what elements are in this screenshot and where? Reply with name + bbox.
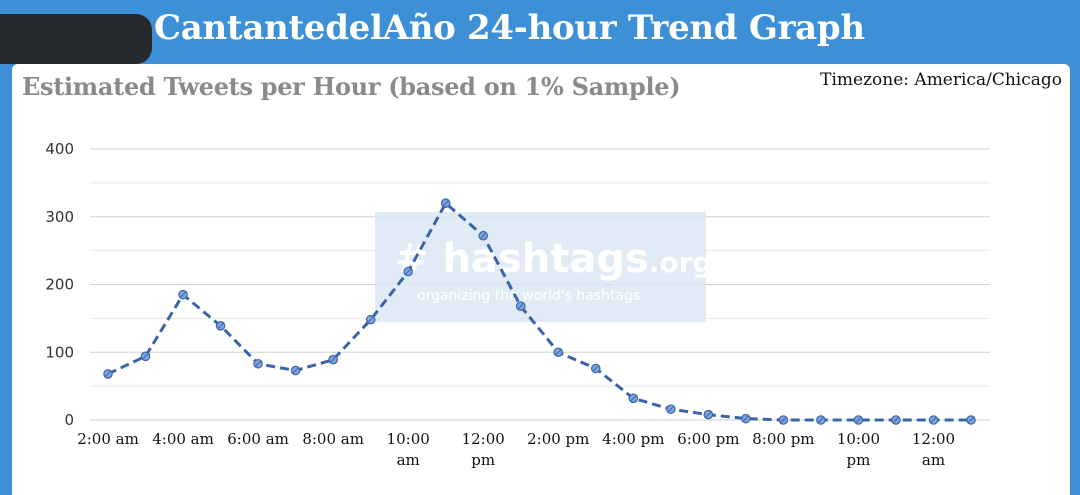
header-bar: CantantedelAño 24-hour Trend Graph [0, 0, 1080, 64]
x-tick-label: 6:00 pm [677, 430, 739, 448]
chart-card: # hashtags.org organizing the world's ha… [12, 64, 1070, 495]
data-point [103, 369, 113, 379]
data-point [966, 415, 976, 425]
page-title: CantantedelAño 24-hour Trend Graph [154, 8, 865, 48]
data-point [403, 266, 413, 277]
data-point [853, 415, 864, 425]
y-tick-label: 200 [45, 276, 74, 294]
data-point [253, 358, 263, 369]
data-point [215, 321, 226, 331]
data-point [290, 365, 301, 376]
x-tick-label: 12:00 am [912, 430, 955, 469]
trend-chart: # hashtags.org organizing the world's ha… [45, 140, 990, 469]
data-point [628, 393, 639, 404]
data-point [741, 413, 751, 424]
y-tick-label: 100 [45, 343, 74, 361]
watermark-tagline: organizing the world's hashtags [417, 288, 640, 304]
data-point [891, 415, 901, 425]
data-point [703, 409, 714, 420]
x-tick-label: 6:00 am [227, 430, 289, 448]
y-tick-label: 400 [45, 140, 74, 158]
data-point [666, 404, 676, 414]
x-tick-label: 10:00 am [387, 430, 430, 469]
data-point [478, 230, 489, 241]
y-tick-label: 0 [64, 411, 74, 429]
x-tick-label: 4:00 pm [602, 430, 664, 448]
data-point [816, 415, 826, 425]
x-tick-label: 12:00 pm [462, 430, 505, 469]
data-point [778, 415, 789, 425]
x-tick-label: 10:00 pm [837, 430, 880, 469]
watermark-brand: # hashtags.org [395, 236, 712, 282]
data-point [140, 351, 151, 362]
data-point [178, 289, 188, 300]
data-point [515, 301, 526, 311]
chart-subtitle: Estimated Tweets per Hour (based on 1% S… [22, 72, 681, 101]
redacted-region [0, 14, 152, 64]
y-tick-label: 300 [45, 208, 74, 226]
timezone-label: Timezone: America/Chicago [820, 70, 1062, 90]
hashtags-watermark: # hashtags.org organizing the world's ha… [375, 212, 712, 322]
y-axis-ticks: 0 100 200 300 400 [45, 140, 74, 429]
data-point [553, 347, 564, 358]
x-tick-label: 8:00 pm [752, 430, 814, 448]
x-tick-label: 8:00 am [302, 430, 364, 448]
data-point [590, 363, 601, 374]
data-point [928, 415, 939, 425]
x-axis-ticks: 2:00 am 4:00 am 6:00 am 8:00 am 10:00 am 12:00… [77, 430, 955, 469]
x-tick-label: 4:00 am [152, 430, 214, 448]
series-line [107, 201, 971, 422]
x-tick-label: 2:00 pm [527, 430, 589, 448]
data-point [440, 198, 451, 208]
x-tick-label: 2:00 am [77, 430, 139, 448]
series-markers [103, 198, 976, 425]
data-point [328, 354, 338, 365]
data-point [365, 314, 376, 325]
